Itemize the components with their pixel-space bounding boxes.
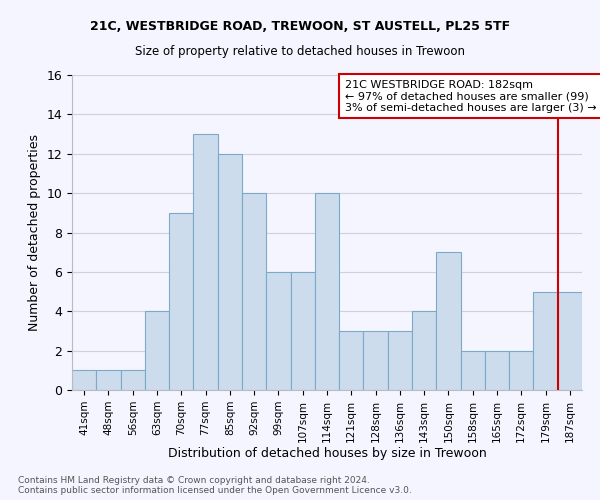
Bar — [436, 252, 461, 390]
Bar — [315, 193, 339, 390]
Bar — [145, 311, 169, 390]
Bar — [290, 272, 315, 390]
Bar — [121, 370, 145, 390]
Bar — [364, 331, 388, 390]
Bar — [72, 370, 96, 390]
Bar — [266, 272, 290, 390]
Bar — [461, 350, 485, 390]
Bar — [485, 350, 509, 390]
Bar — [558, 292, 582, 390]
Bar — [193, 134, 218, 390]
Bar — [388, 331, 412, 390]
Y-axis label: Number of detached properties: Number of detached properties — [28, 134, 41, 331]
Bar — [412, 311, 436, 390]
Bar — [96, 370, 121, 390]
Bar — [509, 350, 533, 390]
Text: Contains HM Land Registry data © Crown copyright and database right 2024.: Contains HM Land Registry data © Crown c… — [18, 476, 370, 485]
Text: 21C, WESTBRIDGE ROAD, TREWOON, ST AUSTELL, PL25 5TF: 21C, WESTBRIDGE ROAD, TREWOON, ST AUSTEL… — [90, 20, 510, 33]
Text: Contains public sector information licensed under the Open Government Licence v3: Contains public sector information licen… — [18, 486, 412, 495]
Bar — [218, 154, 242, 390]
Bar — [339, 331, 364, 390]
Bar — [169, 213, 193, 390]
Text: Size of property relative to detached houses in Trewoon: Size of property relative to detached ho… — [135, 45, 465, 58]
Bar — [242, 193, 266, 390]
Text: 21C WESTBRIDGE ROAD: 182sqm
← 97% of detached houses are smaller (99)
3% of semi: 21C WESTBRIDGE ROAD: 182sqm ← 97% of det… — [345, 80, 596, 113]
Bar — [533, 292, 558, 390]
X-axis label: Distribution of detached houses by size in Trewoon: Distribution of detached houses by size … — [167, 448, 487, 460]
